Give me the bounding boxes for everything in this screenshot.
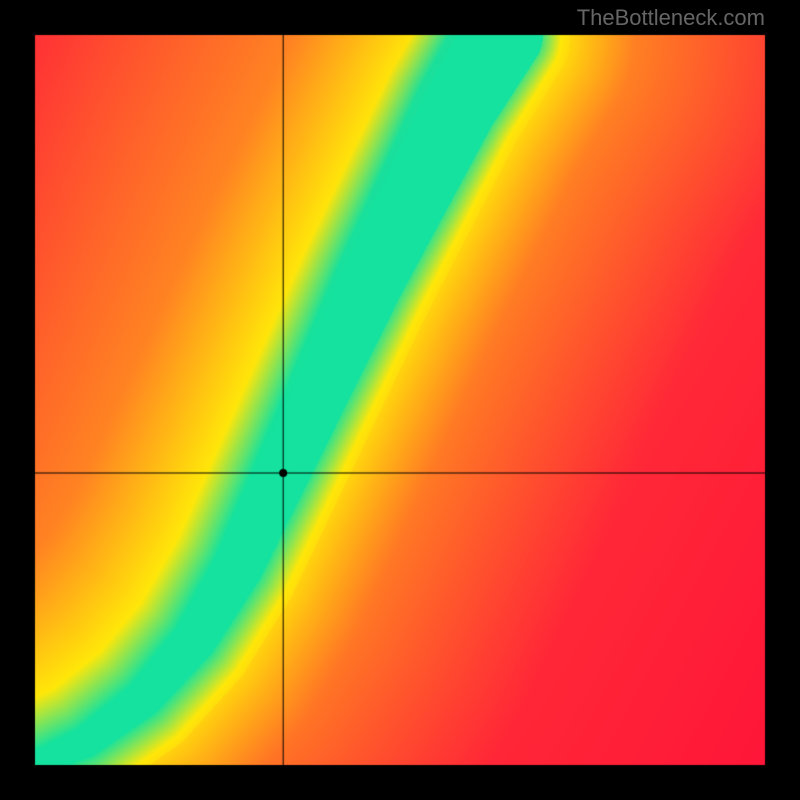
chart-container: TheBottleneck.com: [0, 0, 800, 800]
watermark-text: TheBottleneck.com: [577, 5, 765, 31]
heatmap-canvas: [0, 0, 800, 800]
